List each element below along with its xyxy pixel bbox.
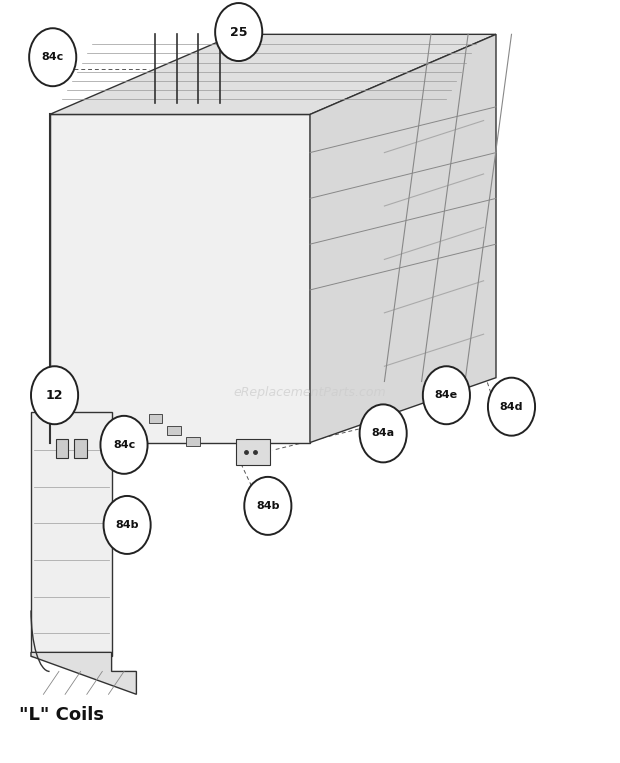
Text: 84c: 84c	[42, 52, 64, 63]
Polygon shape	[31, 652, 136, 694]
Bar	[236, 439, 270, 465]
Text: 84b: 84b	[115, 520, 139, 530]
Circle shape	[423, 366, 470, 424]
Text: 84c: 84c	[113, 439, 135, 450]
Bar	[74, 439, 87, 458]
Bar	[167, 426, 181, 435]
Text: 25: 25	[230, 25, 247, 39]
Circle shape	[244, 477, 291, 535]
Text: "L" Coils: "L" Coils	[19, 706, 104, 724]
Polygon shape	[310, 34, 496, 443]
Text: 12: 12	[46, 388, 63, 402]
Text: 84e: 84e	[435, 390, 458, 401]
Circle shape	[100, 416, 148, 474]
Bar	[56, 439, 68, 458]
Bar	[149, 414, 162, 423]
Circle shape	[215, 3, 262, 61]
Circle shape	[31, 366, 78, 424]
Polygon shape	[31, 412, 112, 656]
Bar	[186, 437, 200, 446]
Text: 84a: 84a	[371, 428, 395, 439]
Circle shape	[360, 404, 407, 462]
Polygon shape	[50, 34, 496, 114]
Circle shape	[104, 496, 151, 554]
Circle shape	[488, 378, 535, 436]
Text: 84d: 84d	[500, 401, 523, 412]
Text: eReplacementParts.com: eReplacementParts.com	[234, 386, 386, 400]
Text: 84b: 84b	[256, 501, 280, 511]
Circle shape	[29, 28, 76, 86]
Polygon shape	[50, 114, 310, 443]
